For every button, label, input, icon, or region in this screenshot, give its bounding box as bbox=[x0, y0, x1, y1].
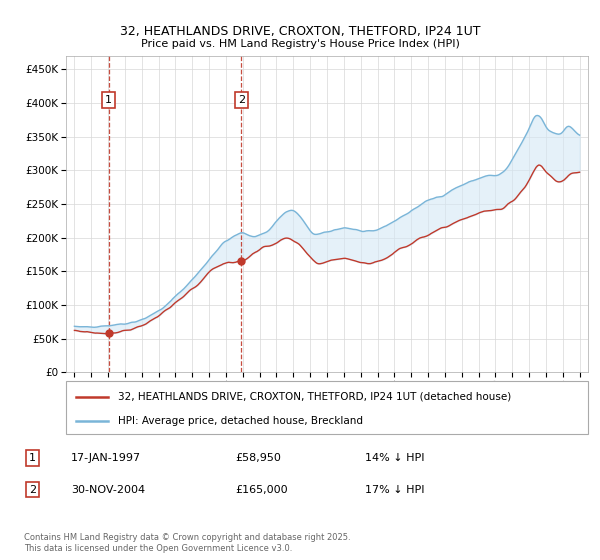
Text: 2: 2 bbox=[238, 95, 245, 105]
Text: Contains HM Land Registry data © Crown copyright and database right 2025.
This d: Contains HM Land Registry data © Crown c… bbox=[24, 533, 350, 553]
Text: Price paid vs. HM Land Registry's House Price Index (HPI): Price paid vs. HM Land Registry's House … bbox=[140, 39, 460, 49]
Text: 32, HEATHLANDS DRIVE, CROXTON, THETFORD, IP24 1UT: 32, HEATHLANDS DRIVE, CROXTON, THETFORD,… bbox=[120, 25, 480, 38]
Text: HPI: Average price, detached house, Breckland: HPI: Average price, detached house, Brec… bbox=[118, 416, 363, 426]
Text: £165,000: £165,000 bbox=[235, 485, 288, 494]
Text: 17% ↓ HPI: 17% ↓ HPI bbox=[365, 485, 424, 494]
FancyBboxPatch shape bbox=[66, 381, 588, 434]
Text: 30-NOV-2004: 30-NOV-2004 bbox=[71, 485, 145, 494]
Text: 14% ↓ HPI: 14% ↓ HPI bbox=[365, 453, 424, 463]
Text: £58,950: £58,950 bbox=[235, 453, 281, 463]
Text: 17-JAN-1997: 17-JAN-1997 bbox=[71, 453, 141, 463]
Text: 1: 1 bbox=[105, 95, 112, 105]
Text: 32, HEATHLANDS DRIVE, CROXTON, THETFORD, IP24 1UT (detached house): 32, HEATHLANDS DRIVE, CROXTON, THETFORD,… bbox=[118, 392, 511, 402]
Text: 2: 2 bbox=[29, 485, 36, 494]
Text: 1: 1 bbox=[29, 453, 36, 463]
